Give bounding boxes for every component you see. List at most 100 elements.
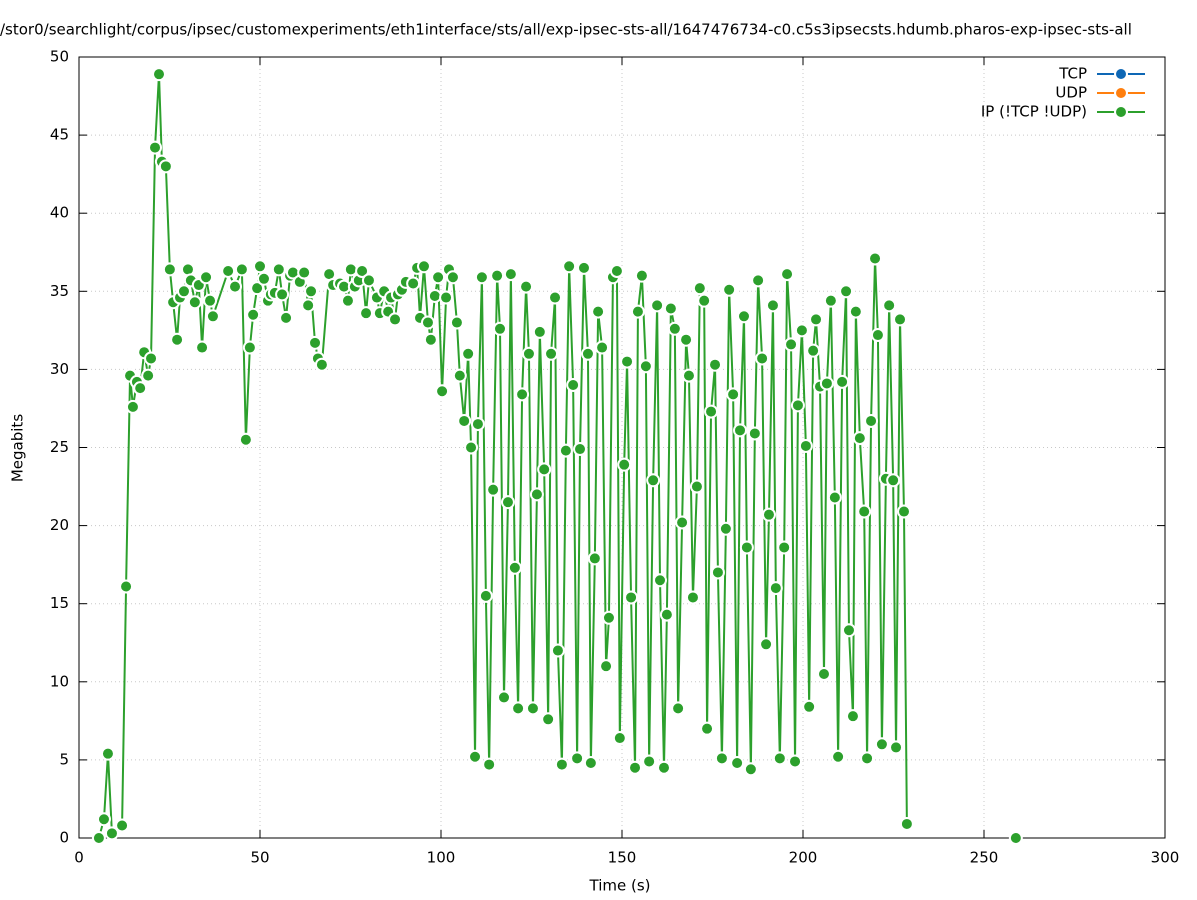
data-point bbox=[238, 432, 253, 447]
data-point bbox=[119, 579, 134, 594]
data-point bbox=[612, 731, 627, 746]
data-point bbox=[507, 560, 522, 575]
data-point bbox=[162, 262, 177, 277]
data-point bbox=[416, 259, 431, 274]
data-point bbox=[653, 573, 668, 588]
data-point bbox=[361, 273, 376, 288]
data-point bbox=[503, 267, 518, 282]
data-point bbox=[700, 721, 715, 736]
data-point bbox=[176, 284, 191, 299]
y-tick-label: 5 bbox=[59, 750, 69, 768]
data-point bbox=[634, 268, 649, 283]
data-point bbox=[355, 263, 370, 278]
data-point bbox=[736, 309, 751, 324]
data-point bbox=[587, 551, 602, 566]
data-point bbox=[562, 259, 577, 274]
legend-marker bbox=[1114, 86, 1128, 100]
data-point bbox=[464, 440, 479, 455]
data-point bbox=[620, 354, 635, 369]
data-point bbox=[730, 756, 745, 771]
data-point bbox=[714, 751, 729, 766]
data-point bbox=[519, 279, 534, 294]
data-point bbox=[759, 637, 774, 652]
data-point bbox=[576, 260, 591, 275]
data-point bbox=[482, 757, 497, 772]
data-point bbox=[882, 298, 897, 313]
data-point bbox=[228, 279, 243, 294]
data-point bbox=[468, 749, 483, 764]
data-point bbox=[899, 816, 914, 831]
data-point bbox=[199, 270, 214, 285]
data-point bbox=[452, 368, 467, 383]
data-point bbox=[765, 298, 780, 313]
data-point bbox=[148, 140, 163, 155]
y-tick-label: 15 bbox=[50, 594, 69, 612]
data-point bbox=[630, 304, 645, 319]
legend-marker bbox=[1114, 105, 1128, 119]
data-point bbox=[133, 381, 148, 396]
data-point bbox=[203, 293, 218, 308]
data-point bbox=[659, 607, 674, 622]
data-point bbox=[449, 315, 464, 330]
data-point bbox=[406, 276, 421, 291]
series-line bbox=[99, 74, 1016, 838]
data-point bbox=[115, 818, 130, 833]
data-point bbox=[671, 701, 686, 716]
data-point bbox=[580, 346, 595, 361]
data-point bbox=[170, 332, 185, 347]
data-point bbox=[591, 304, 606, 319]
data-point bbox=[221, 263, 236, 278]
y-tick-label: 35 bbox=[50, 282, 69, 300]
data-point bbox=[788, 754, 803, 769]
data-point bbox=[663, 301, 678, 316]
data-point bbox=[784, 337, 799, 352]
data-point bbox=[755, 351, 770, 366]
y-tick-label: 20 bbox=[50, 516, 69, 534]
data-point bbox=[780, 267, 795, 282]
data-point bbox=[697, 293, 712, 308]
data-point bbox=[340, 293, 355, 308]
x-tick-label: 200 bbox=[789, 849, 818, 867]
data-point bbox=[831, 749, 846, 764]
data-point bbox=[722, 282, 737, 297]
data-point bbox=[685, 590, 700, 605]
data-point bbox=[806, 343, 821, 358]
data-point bbox=[500, 495, 515, 510]
data-point bbox=[747, 426, 762, 441]
data-point bbox=[802, 699, 817, 714]
data-point bbox=[599, 659, 614, 674]
data-point bbox=[889, 740, 904, 755]
data-point bbox=[541, 712, 556, 727]
data-point bbox=[187, 295, 202, 310]
data-point bbox=[650, 298, 665, 313]
data-point bbox=[431, 270, 446, 285]
data-point bbox=[798, 438, 813, 453]
data-point bbox=[570, 751, 585, 766]
data-point bbox=[439, 290, 454, 305]
data-point bbox=[478, 588, 493, 603]
x-tick-label: 50 bbox=[250, 849, 269, 867]
data-point bbox=[886, 473, 901, 488]
data-point bbox=[423, 332, 438, 347]
data-point bbox=[308, 335, 323, 350]
x-tick-label: 100 bbox=[427, 849, 456, 867]
data-point bbox=[445, 270, 460, 285]
data-point bbox=[271, 262, 286, 277]
data-point bbox=[656, 760, 671, 775]
data-point bbox=[835, 374, 850, 389]
chart-title: /stor0/searchlight/corpus/ipsec/customex… bbox=[0, 21, 1132, 39]
data-point bbox=[751, 273, 766, 288]
data-point bbox=[768, 581, 783, 596]
data-point bbox=[624, 590, 639, 605]
y-tick-label: 0 bbox=[59, 829, 69, 847]
y-tick-label: 10 bbox=[50, 672, 69, 690]
data-point bbox=[525, 701, 540, 716]
data-point bbox=[772, 751, 787, 766]
data-point bbox=[852, 431, 867, 446]
data-point bbox=[427, 288, 442, 303]
data-point bbox=[490, 268, 505, 283]
data-point bbox=[692, 281, 707, 296]
legend-label: IP (!TCP !UDP) bbox=[981, 103, 1087, 121]
data-point bbox=[388, 312, 403, 327]
x-tick-label: 300 bbox=[1151, 849, 1180, 867]
